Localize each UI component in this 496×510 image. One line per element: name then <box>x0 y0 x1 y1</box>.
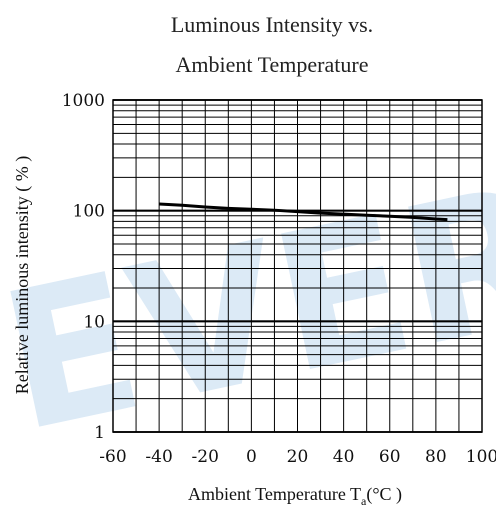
watermark-text: EVER <box>0 143 496 474</box>
x-tick-label: 100 <box>466 447 496 467</box>
x-tick-label: -40 <box>145 447 172 467</box>
x-tick-label: 0 <box>246 447 257 467</box>
tick-labels: -60 -40 -20 0 20 40 60 80 100 1 10 100 1000 <box>62 91 496 467</box>
y-tick-label: 1 <box>94 423 105 443</box>
x-axis-label: Ambient Temperature Ta(°C ) <box>188 484 402 508</box>
series-layer <box>159 202 448 222</box>
x-tick-label: 60 <box>379 447 401 467</box>
x-tick-label: 40 <box>333 447 355 467</box>
chart-title-line-2: Ambient Temperature <box>176 52 369 77</box>
x-tick-label: 20 <box>287 447 309 467</box>
x-axis-label-subscript: a <box>361 494 367 508</box>
x-tick-label: -60 <box>99 447 126 467</box>
y-tick-label: 10 <box>83 312 105 332</box>
x-axis-label-main: Ambient Temperature T <box>188 484 361 504</box>
y-axis-label: Relative luminous intensity ( % ) <box>12 156 33 394</box>
y-tick-label: 100 <box>73 202 105 222</box>
x-tick-label: -20 <box>192 447 219 467</box>
x-axis-label-unit: (°C ) <box>366 484 402 505</box>
plot-frame <box>112 99 483 433</box>
series-line <box>159 202 448 222</box>
chart-title-line-1: Luminous Intensity vs. <box>171 12 373 37</box>
y-tick-label: 1000 <box>62 91 105 111</box>
grid <box>112 99 483 433</box>
x-tick-label: 80 <box>425 447 447 467</box>
